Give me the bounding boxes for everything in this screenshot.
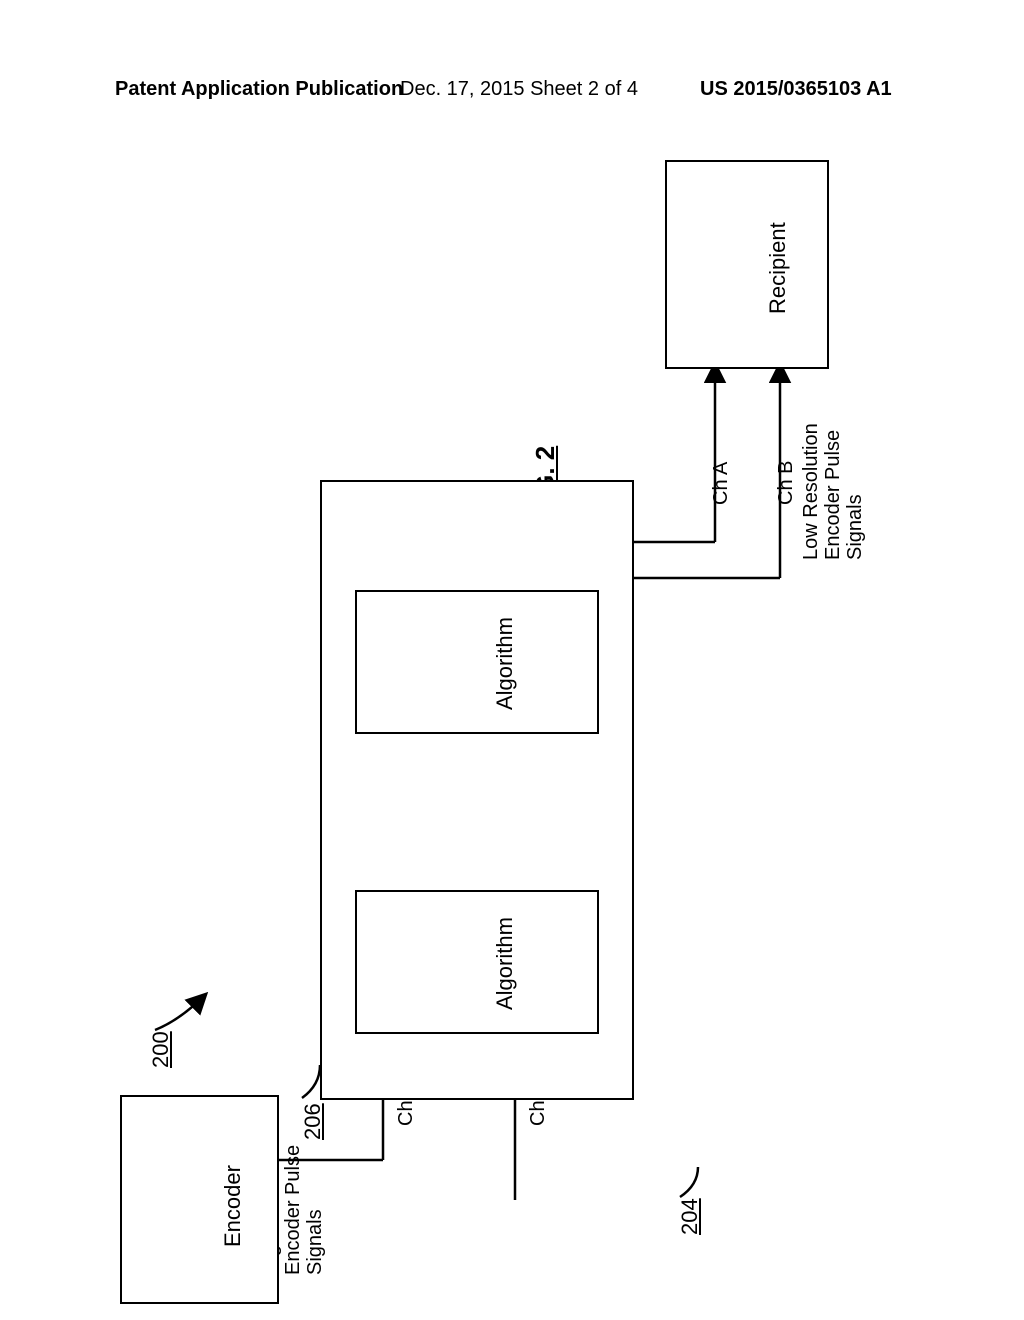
label-out-chB: Ch B <box>775 461 798 505</box>
encoder-label: Encoder <box>220 1165 246 1247</box>
algorithm-210-label: Algorithm <box>492 917 518 1010</box>
label-low-res: Low ResolutionEncoder PulseSignals <box>800 423 866 560</box>
ref-hook-206 <box>302 1065 320 1098</box>
ref-204: 204 <box>677 1198 703 1235</box>
label-out-chA: Ch A <box>710 462 733 505</box>
ref-arrow-200 <box>155 995 205 1030</box>
ref-hook-204 <box>680 1167 698 1197</box>
page: Patent Application Publication Dec. 17, … <box>0 0 1024 1320</box>
algorithm-208-label: Algorithm <box>492 617 518 710</box>
header-right: US 2015/0365103 A1 <box>700 78 892 101</box>
header-middle: Dec. 17, 2015 Sheet 2 of 4 <box>400 78 638 101</box>
figure-2: Encoder Algorithm Algorithm Recipient 20… <box>120 160 940 1200</box>
recipient-label: Recipient <box>765 222 791 314</box>
encoder-box: Encoder <box>120 1095 279 1304</box>
header-left: Patent Application Publication <box>115 78 403 101</box>
ref-200: 200 <box>148 1031 174 1068</box>
algorithm-210-box: Algorithm <box>355 890 599 1034</box>
algorithm-208-box: Algorithm <box>355 590 599 734</box>
recipient-box: Recipient <box>665 160 829 369</box>
